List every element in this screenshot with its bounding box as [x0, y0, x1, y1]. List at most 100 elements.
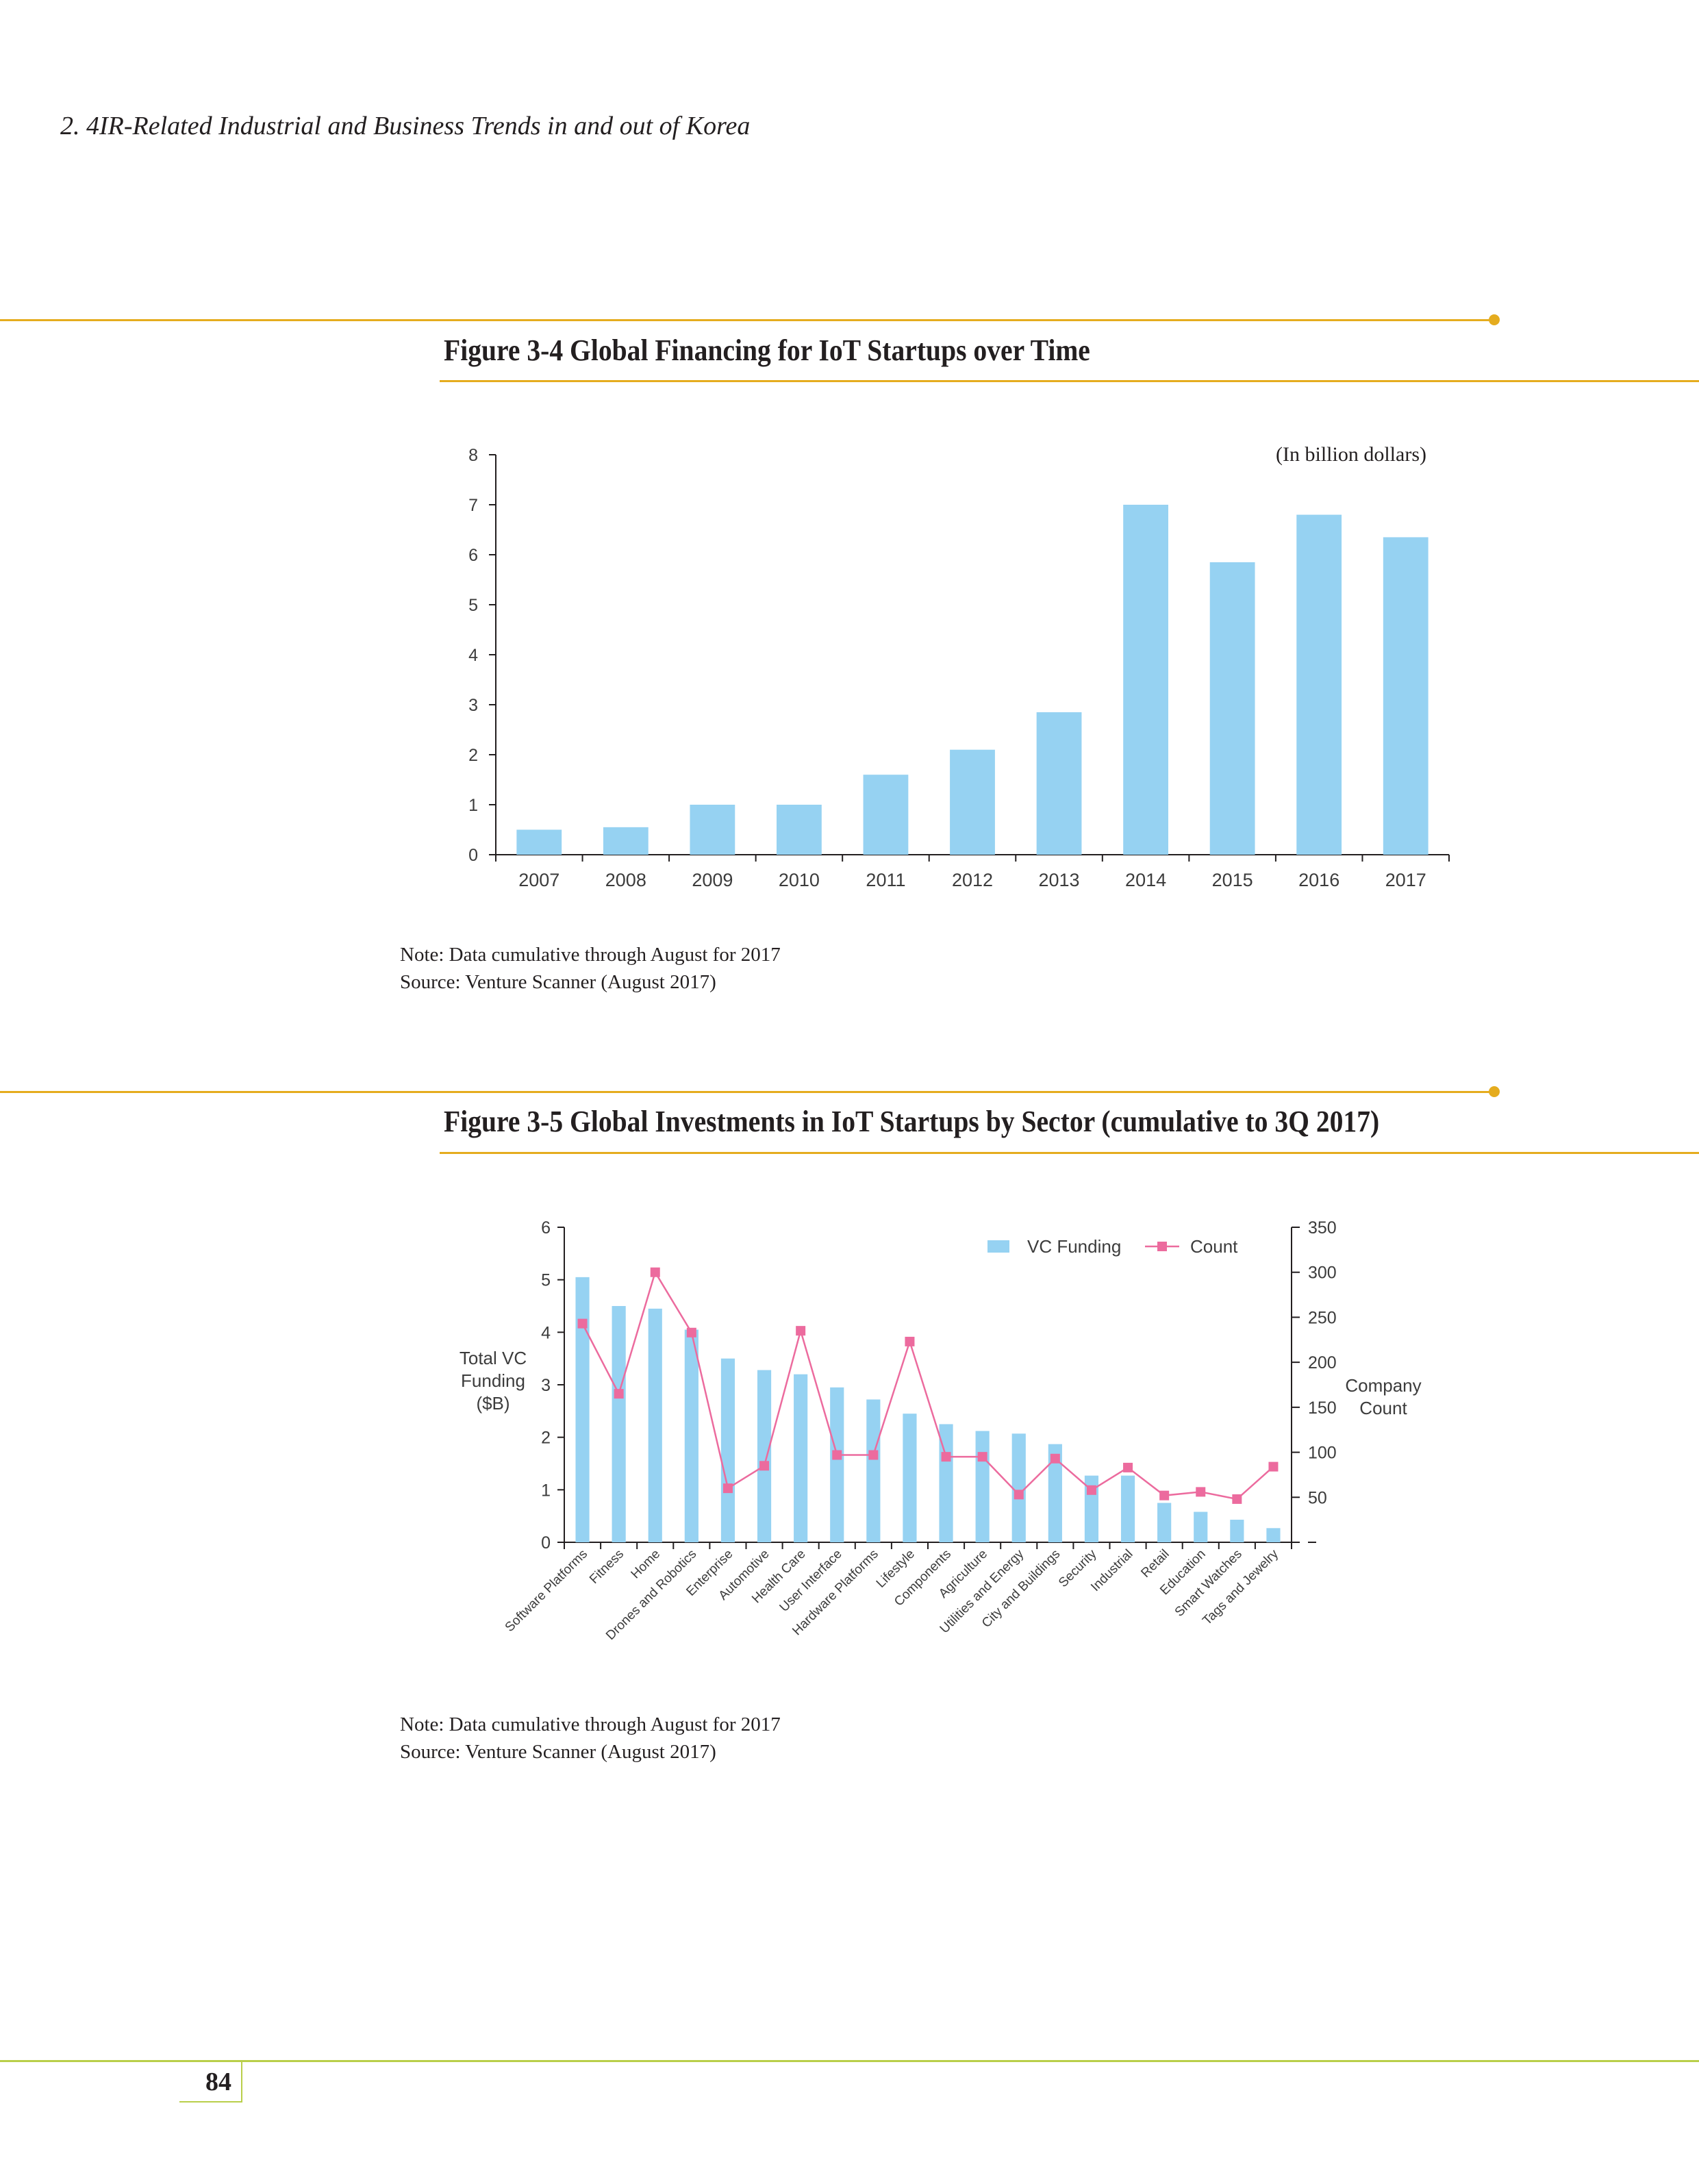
figure2-chart: 0 1 2 3 4 5 6 50 100 150 200 250 300 350 Total VCFundi… [460, 1218, 1422, 1643]
chart2-y-axis-title: Total VC [460, 1348, 527, 1368]
chart2-x-tick-label: Fitness [587, 1547, 627, 1587]
chart2-y-tick-label: 6 [541, 1218, 551, 1238]
chart2-x-tick-label: Retail [1138, 1547, 1172, 1581]
chart2-bar [794, 1374, 808, 1542]
chart2-y-tick-label: 2 [541, 1429, 551, 1448]
chart1-x-tick-label: 2010 [779, 870, 820, 890]
page-number: 84 [205, 2068, 231, 2096]
chart1-x-tick-label: 2008 [605, 870, 646, 890]
chart2-count-point [759, 1461, 770, 1471]
chart2-count-point [1050, 1453, 1060, 1464]
chart2-count-point [1086, 1485, 1096, 1495]
chart1-bar [777, 805, 822, 855]
chart2-count-point [1232, 1494, 1242, 1504]
chart1-bar [1296, 514, 1342, 855]
chart2-legend-marker [1157, 1242, 1167, 1251]
figure2-bottom-rule [440, 1152, 1699, 1154]
chart1-bar [950, 749, 995, 855]
chart1-y-tick-label: 8 [468, 446, 478, 465]
chart1-y-tick-label: 3 [468, 696, 478, 715]
chart2-count-line [581, 1270, 1274, 1501]
chart1-bar [690, 805, 735, 855]
chart2-y2-tick-label: 300 [1308, 1264, 1337, 1283]
figure1-note: Note: Data cumulative through August for… [400, 944, 781, 966]
chart2-count-point [905, 1336, 915, 1346]
chart1-x-tick-label: 2007 [518, 870, 559, 890]
chart1-x-tick-label: 2014 [1125, 870, 1166, 890]
chart2-count-point [1268, 1461, 1279, 1472]
figure1-title: Figure 3-4 Global Financing for IoT Star… [444, 334, 1090, 367]
figure2-note: Note: Data cumulative through August for… [400, 1714, 781, 1735]
chart2-bar [1194, 1511, 1208, 1542]
chart2-y-tick-label: 5 [541, 1271, 551, 1290]
chart2-y-tick-label: 0 [541, 1533, 551, 1553]
chart2-y2-tick-label: 100 [1308, 1444, 1337, 1463]
chart2-bar [575, 1277, 590, 1542]
chart2-legend-bar-swatch [987, 1240, 1009, 1253]
chart2-x-tick-label: User Interface [777, 1547, 845, 1615]
chart2-count-point [941, 1452, 951, 1462]
figure1-top-rule [0, 319, 1492, 321]
chart1-y-tick-label: 1 [468, 796, 478, 815]
chart1-y-tick-label: 2 [468, 746, 478, 765]
chart1-x-tick-label: 2015 [1212, 870, 1253, 890]
chart2-bar [1266, 1528, 1281, 1542]
chart2-bar [684, 1329, 699, 1542]
chart2-count-point [1159, 1490, 1170, 1501]
chart2-y2-tick-label: 150 [1308, 1398, 1337, 1418]
chart2-y-tick-label: 3 [541, 1376, 551, 1395]
chart2-bar [866, 1399, 881, 1542]
chart2-y-axis-title: ($B) [476, 1393, 509, 1414]
chart2-legend-count-label: Count [1190, 1236, 1238, 1257]
chart1-unit-label: (In billion dollars) [1276, 443, 1426, 466]
chart1-y-tick-label: 4 [468, 646, 478, 665]
figure1-rule-dot [1489, 314, 1500, 325]
chart2-bar [1048, 1444, 1062, 1542]
chart2-bar [830, 1387, 844, 1542]
chart1-bar [1383, 537, 1429, 855]
chart2-count-point [868, 1450, 879, 1460]
chart2-y2-tick-label: 50 [1308, 1488, 1327, 1507]
chart2-bar [975, 1431, 990, 1542]
running-head: 2. 4IR-Related Industrial and Business T… [60, 112, 751, 140]
page-number-box [179, 2061, 242, 2103]
chart2-bar [720, 1358, 735, 1542]
chart2-bar [1011, 1433, 1026, 1542]
chart2-bar [1157, 1503, 1172, 1542]
chart1-bar [863, 775, 909, 855]
chart1-x-tick-label: 2013 [1039, 870, 1080, 890]
chart1-x-tick-label: 2009 [692, 870, 733, 890]
chart1-bar [1036, 712, 1082, 855]
chart2-y-tick-label: 1 [541, 1481, 551, 1500]
chart2-y2-tick-label: 200 [1308, 1353, 1337, 1372]
chart2-y-axis-title: Funding [461, 1370, 525, 1391]
chart2-bar [757, 1370, 772, 1542]
chart2-bar [612, 1306, 626, 1542]
chart2-bar [903, 1414, 917, 1542]
chart2-count-point [977, 1452, 987, 1462]
chart2-count-point [1014, 1490, 1024, 1500]
chart1-y-tick-label: 5 [468, 596, 478, 615]
chart2-bar [648, 1308, 662, 1542]
chart2-y2-axis-title: Company [1345, 1375, 1421, 1396]
figure2-source: Source: Venture Scanner (August 2017) [400, 1741, 716, 1763]
chart2-count-point [722, 1483, 733, 1494]
chart1-bar [603, 827, 649, 855]
chart2-y2-axis-title: Count [1359, 1398, 1407, 1418]
chart1-x-tick-label: 2011 [866, 870, 905, 890]
figure2-title: Figure 3-5 Global Investments in IoT Sta… [444, 1105, 1380, 1138]
chart2-count-point [1123, 1462, 1133, 1472]
chart1-x-tick-label: 2017 [1385, 870, 1426, 890]
chart1-y-tick-label: 7 [468, 496, 478, 515]
figure1-bottom-rule [440, 380, 1699, 382]
chart1-x-tick-label: 2016 [1298, 870, 1339, 890]
figure2-top-rule [0, 1091, 1492, 1093]
figure2-rule-dot [1489, 1086, 1500, 1097]
chart2-y2-tick-label: 250 [1308, 1308, 1337, 1327]
chart1-bar [516, 829, 562, 855]
chart2-count-point [1196, 1487, 1206, 1497]
chart2-bar [1230, 1520, 1244, 1542]
figure1-chart: 0 1 2 3 4 5 6 7 8 2007 2008 2009 2010 2011 2012 2013 201… [468, 443, 1450, 890]
chart1-y-tick-label: 6 [468, 546, 478, 565]
chart1-x-tick-label: 2012 [952, 870, 993, 890]
